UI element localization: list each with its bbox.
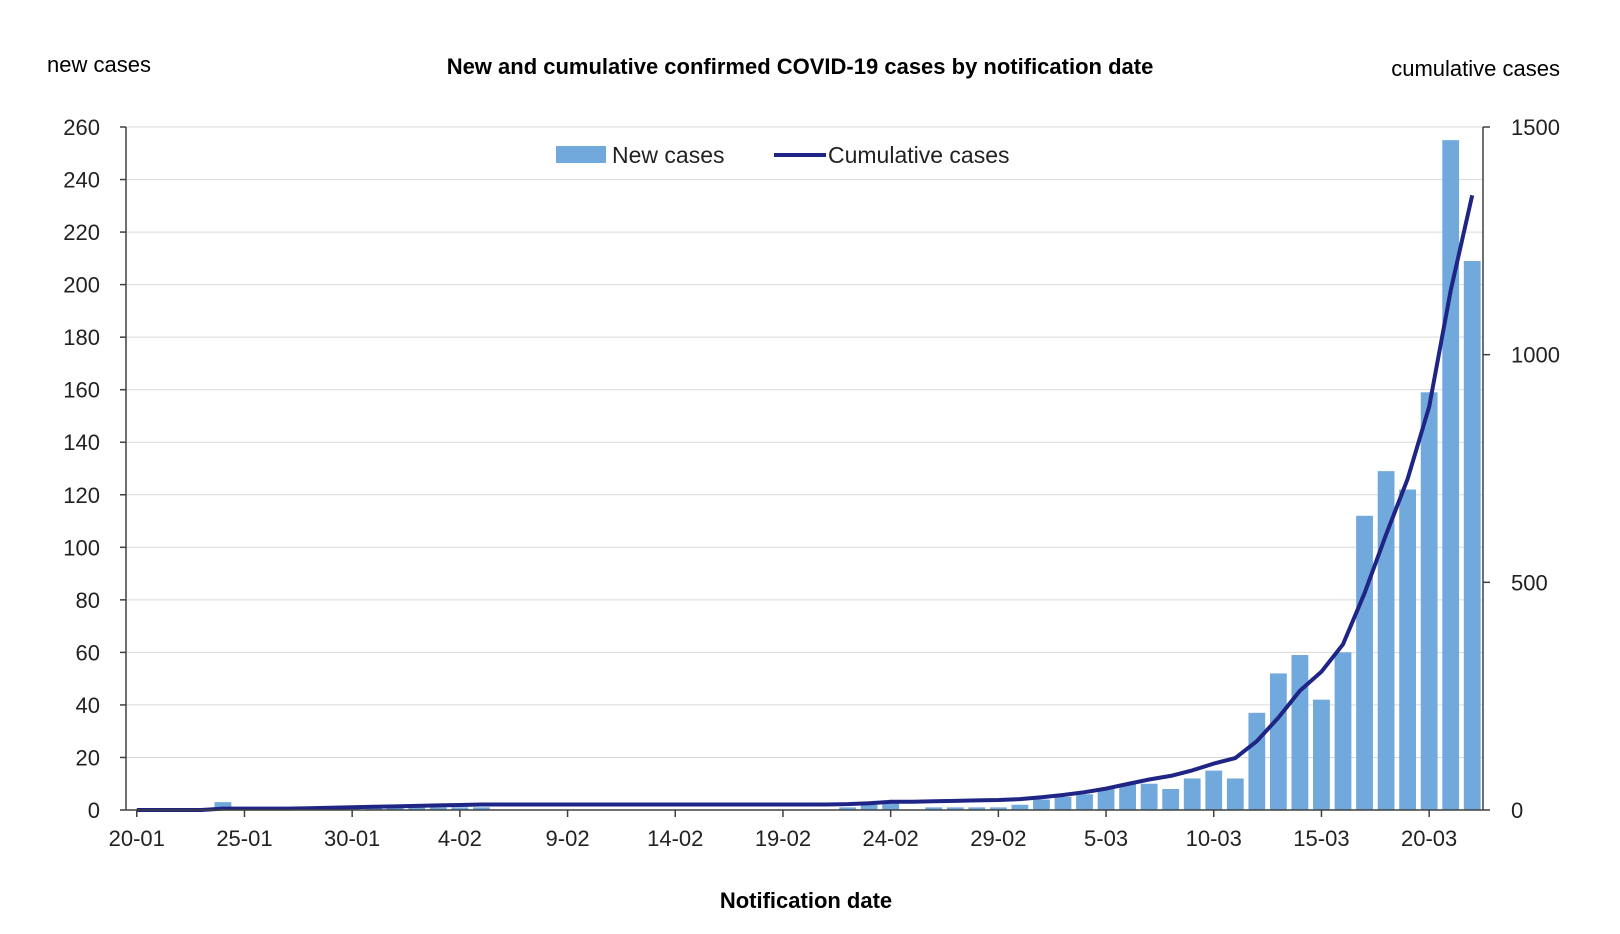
bar-new-cases bbox=[1377, 471, 1395, 810]
bar-new-cases bbox=[1183, 778, 1201, 810]
y-left-tick-label: 100 bbox=[63, 535, 100, 560]
bar-new-cases bbox=[1248, 712, 1266, 810]
bar-new-cases bbox=[968, 807, 986, 810]
line-cumulative-cases bbox=[136, 194, 1475, 812]
axes: 0 20 40 60 80 100 120 140 160 180 200 220 240 260 0 500… bbox=[63, 115, 1560, 851]
bar-new-cases bbox=[1119, 783, 1136, 810]
y-left-tick-label: 260 bbox=[63, 115, 100, 140]
y-right-tick-label: 0 bbox=[1511, 798, 1523, 823]
y-left-tick-label: 240 bbox=[63, 168, 100, 193]
y-left-tick-label: 40 bbox=[76, 693, 100, 718]
bar-new-cases bbox=[1162, 788, 1180, 810]
y-left-tick-label: 140 bbox=[63, 430, 100, 455]
x-tick-label: 19-02 bbox=[755, 826, 811, 851]
bar-new-cases bbox=[839, 807, 856, 810]
bar-new-cases bbox=[1463, 260, 1481, 810]
y-left-tick-label: 60 bbox=[76, 640, 100, 665]
x-tick-label: 30-01 bbox=[324, 826, 380, 851]
y-left-tick-label: 180 bbox=[63, 325, 100, 350]
left-axis-caption: new cases bbox=[47, 52, 151, 77]
bar-new-cases bbox=[473, 807, 490, 810]
bar-new-cases bbox=[1140, 783, 1158, 810]
y-left-tick-label: 120 bbox=[63, 483, 100, 508]
x-tick-label: 20-03 bbox=[1401, 826, 1457, 851]
legend: New cases Cumulative cases bbox=[556, 142, 1010, 168]
legend-label-new-cases: New cases bbox=[612, 142, 724, 168]
bar-new-cases bbox=[1076, 794, 1093, 810]
bars-new-cases bbox=[214, 140, 1481, 810]
bar-new-cases bbox=[1313, 699, 1330, 810]
bar-new-cases bbox=[989, 807, 1007, 810]
y-right-tick-label: 1500 bbox=[1511, 115, 1560, 140]
cumulative-cases-line bbox=[136, 194, 1475, 812]
bar-new-cases bbox=[860, 804, 878, 810]
bar-new-cases bbox=[1291, 655, 1309, 810]
x-tick-label: 29-02 bbox=[970, 826, 1026, 851]
bar-new-cases bbox=[408, 807, 426, 810]
bar-new-cases bbox=[1399, 489, 1417, 810]
bar-new-cases bbox=[1334, 652, 1352, 810]
bar-new-cases bbox=[1442, 140, 1460, 810]
y-left-tick-label: 80 bbox=[76, 588, 100, 613]
gridlines bbox=[126, 126, 1483, 758]
x-tick-label: 25-01 bbox=[216, 826, 272, 851]
bar-new-cases bbox=[451, 807, 469, 810]
x-tick-label: 9-02 bbox=[546, 826, 590, 851]
chart-title: New and cumulative confirmed COVID-19 ca… bbox=[447, 54, 1154, 79]
bar-new-cases bbox=[1011, 804, 1029, 810]
y-left-tick-label: 220 bbox=[63, 220, 100, 245]
bar-new-cases bbox=[1033, 799, 1050, 810]
bar-new-cases bbox=[1356, 515, 1373, 810]
bar-new-cases bbox=[925, 807, 943, 810]
y-left-tick-label: 200 bbox=[63, 273, 100, 298]
y-right-tick-label: 500 bbox=[1511, 570, 1548, 595]
y-left-tick-label: 20 bbox=[76, 745, 100, 770]
x-tick-label: 5-03 bbox=[1084, 826, 1128, 851]
bar-new-cases bbox=[1097, 788, 1115, 810]
legend-label-cumulative-cases: Cumulative cases bbox=[828, 142, 1010, 168]
bar-new-cases bbox=[1054, 796, 1072, 810]
bar-new-cases bbox=[882, 802, 900, 810]
x-axis-title: Notification date bbox=[720, 888, 892, 913]
bar-new-cases bbox=[946, 807, 964, 810]
y-left-tick-label: 160 bbox=[63, 378, 100, 403]
bar-new-cases bbox=[1226, 778, 1244, 810]
bar-new-cases bbox=[1205, 770, 1223, 810]
x-tick-label: 4-02 bbox=[438, 826, 482, 851]
y-right-tick-label: 1000 bbox=[1511, 343, 1560, 368]
x-tick-label: 15-03 bbox=[1293, 826, 1349, 851]
x-tick-label: 20-01 bbox=[109, 826, 165, 851]
bar-new-cases bbox=[429, 807, 447, 810]
x-tick-label: 10-03 bbox=[1186, 826, 1242, 851]
bar-new-cases bbox=[214, 802, 232, 810]
bar-new-cases bbox=[1420, 392, 1438, 810]
x-tick-label: 24-02 bbox=[863, 826, 919, 851]
bar-new-cases bbox=[1269, 673, 1287, 810]
bar-new-cases bbox=[386, 807, 404, 810]
legend-swatch-new-cases bbox=[556, 146, 606, 163]
x-tick-label: 14-02 bbox=[647, 826, 703, 851]
y-left-tick-label: 0 bbox=[88, 798, 100, 823]
right-axis-caption: cumulative cases bbox=[1391, 56, 1560, 81]
